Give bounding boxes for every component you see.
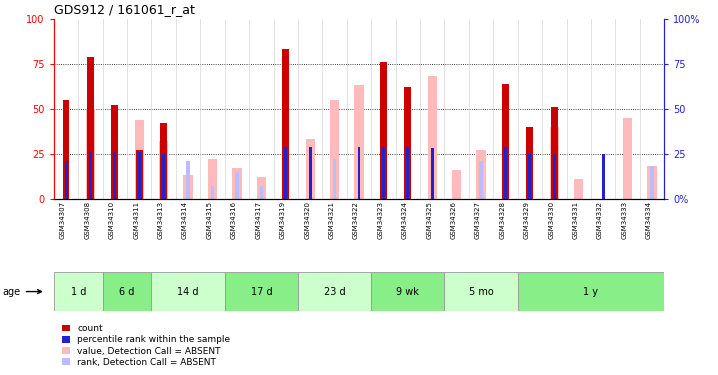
Bar xyxy=(225,272,298,311)
Bar xyxy=(151,272,225,311)
Text: GSM34308: GSM34308 xyxy=(85,201,90,239)
Bar xyxy=(87,57,94,199)
Text: GSM34326: GSM34326 xyxy=(451,201,457,239)
Text: GSM34314: GSM34314 xyxy=(182,201,188,239)
Text: 14 d: 14 d xyxy=(177,286,199,297)
Text: GSM34325: GSM34325 xyxy=(426,201,432,239)
Text: GSM34323: GSM34323 xyxy=(378,201,383,239)
Bar xyxy=(136,150,143,199)
Text: GSM34317: GSM34317 xyxy=(256,201,261,239)
Bar xyxy=(86,109,95,199)
Bar xyxy=(236,172,238,199)
Bar xyxy=(330,100,339,199)
Bar xyxy=(309,147,312,199)
Bar xyxy=(528,154,531,199)
Bar xyxy=(382,147,385,199)
Bar xyxy=(358,147,360,199)
Bar xyxy=(477,150,485,199)
Text: GSM34310: GSM34310 xyxy=(109,201,115,239)
Bar xyxy=(233,168,241,199)
Text: GSM34322: GSM34322 xyxy=(353,201,359,239)
Text: GDS912 / 161061_r_at: GDS912 / 161061_r_at xyxy=(54,3,195,16)
Bar xyxy=(306,140,314,199)
Bar xyxy=(187,161,190,199)
Text: GSM34328: GSM34328 xyxy=(500,201,505,239)
Bar xyxy=(648,166,656,199)
Bar xyxy=(444,272,518,311)
Bar xyxy=(428,76,437,199)
Bar xyxy=(651,166,653,199)
Bar xyxy=(623,118,632,199)
Bar xyxy=(526,127,533,199)
Bar xyxy=(138,152,141,199)
Bar xyxy=(89,152,92,199)
Bar xyxy=(574,179,583,199)
Bar xyxy=(113,152,116,199)
Bar xyxy=(162,154,165,199)
Text: GSM34316: GSM34316 xyxy=(231,201,237,239)
Bar xyxy=(260,186,263,199)
Bar xyxy=(298,272,371,311)
Text: GSM34333: GSM34333 xyxy=(622,201,628,239)
Text: GSM34331: GSM34331 xyxy=(573,201,579,239)
Text: GSM34324: GSM34324 xyxy=(402,201,408,239)
Text: 5 mo: 5 mo xyxy=(469,286,493,297)
Bar xyxy=(208,159,217,199)
Text: 6 d: 6 d xyxy=(119,286,135,297)
Bar xyxy=(551,107,558,199)
Bar xyxy=(111,105,118,199)
Text: GSM34321: GSM34321 xyxy=(329,201,335,239)
Text: GSM34319: GSM34319 xyxy=(280,201,286,239)
Text: GSM34320: GSM34320 xyxy=(304,201,310,239)
Bar xyxy=(282,50,289,199)
Text: 1 d: 1 d xyxy=(70,286,86,297)
Bar xyxy=(406,147,409,199)
Bar xyxy=(380,62,387,199)
Bar xyxy=(65,161,67,199)
Bar xyxy=(54,272,103,311)
Bar xyxy=(333,159,336,199)
Bar xyxy=(480,161,482,199)
Text: GSM34329: GSM34329 xyxy=(524,201,530,239)
Bar xyxy=(284,147,287,199)
Bar xyxy=(553,154,556,199)
Text: 23 d: 23 d xyxy=(324,286,345,297)
Text: age: age xyxy=(3,286,42,297)
Bar xyxy=(518,272,664,311)
Text: GSM34330: GSM34330 xyxy=(549,201,554,239)
Bar xyxy=(160,123,167,199)
Bar xyxy=(602,154,605,199)
Text: GSM34307: GSM34307 xyxy=(60,201,66,239)
Bar xyxy=(355,86,363,199)
Bar xyxy=(550,127,559,199)
Text: GSM34311: GSM34311 xyxy=(134,201,139,239)
Bar xyxy=(431,148,434,199)
Text: 9 wk: 9 wk xyxy=(396,286,419,297)
Bar xyxy=(371,272,444,311)
Text: GSM34327: GSM34327 xyxy=(475,201,481,239)
Text: 17 d: 17 d xyxy=(251,286,272,297)
Bar xyxy=(452,170,461,199)
Bar xyxy=(113,161,116,199)
Text: GSM34332: GSM34332 xyxy=(597,201,603,239)
Bar xyxy=(211,186,214,199)
Legend: count, percentile rank within the sample, value, Detection Call = ABSENT, rank, : count, percentile rank within the sample… xyxy=(58,321,234,370)
Bar xyxy=(257,177,266,199)
Text: 1 y: 1 y xyxy=(584,286,598,297)
Bar xyxy=(404,87,411,199)
Bar xyxy=(103,272,151,311)
Bar xyxy=(502,84,509,199)
Bar xyxy=(159,141,168,199)
Bar xyxy=(504,147,507,199)
Bar xyxy=(135,120,144,199)
Bar xyxy=(62,100,70,199)
Text: GSM34313: GSM34313 xyxy=(158,201,164,239)
Bar xyxy=(184,176,192,199)
Text: GSM34315: GSM34315 xyxy=(207,201,213,239)
Text: GSM34334: GSM34334 xyxy=(646,201,652,239)
